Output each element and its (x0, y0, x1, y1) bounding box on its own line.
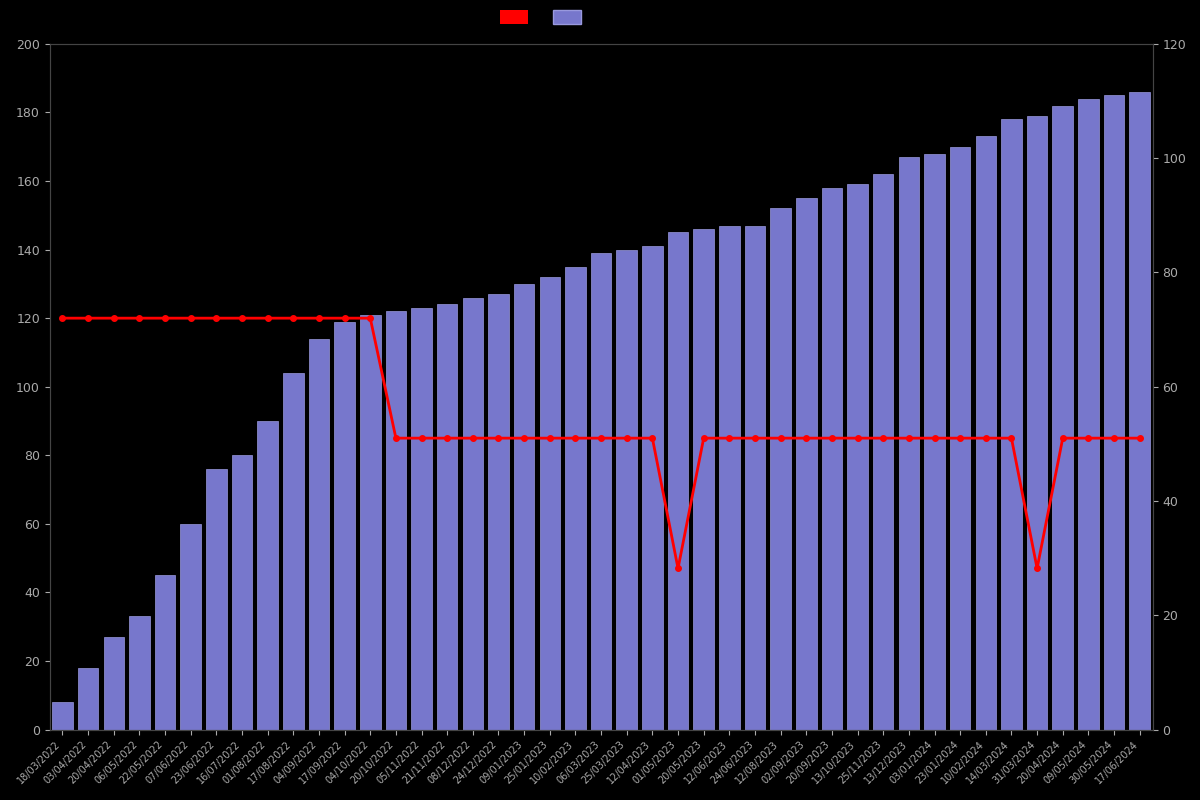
Bar (745, 226, 766, 730)
Bar (412, 308, 432, 730)
Bar (924, 154, 944, 730)
Bar (899, 157, 919, 730)
Bar (53, 702, 73, 730)
Bar (385, 311, 406, 730)
Bar (872, 174, 894, 730)
Bar (770, 209, 791, 730)
Bar (232, 455, 252, 730)
Bar (1001, 119, 1021, 730)
Bar (180, 524, 200, 730)
Bar (1027, 116, 1048, 730)
Bar (617, 250, 637, 730)
Bar (1129, 92, 1150, 730)
Bar (103, 637, 124, 730)
Bar (360, 314, 380, 730)
Bar (1104, 95, 1124, 730)
Bar (206, 469, 227, 730)
Bar (283, 373, 304, 730)
Bar (796, 198, 816, 730)
Bar (308, 338, 329, 730)
Bar (78, 668, 98, 730)
Bar (719, 226, 739, 730)
Legend: , : , (500, 10, 592, 25)
Bar (488, 294, 509, 730)
Bar (335, 322, 355, 730)
Bar (642, 246, 662, 730)
Bar (130, 617, 150, 730)
Bar (258, 421, 278, 730)
Bar (976, 137, 996, 730)
Bar (590, 253, 611, 730)
Bar (694, 229, 714, 730)
Bar (565, 266, 586, 730)
Bar (667, 233, 689, 730)
Bar (847, 185, 868, 730)
Bar (540, 277, 560, 730)
Bar (822, 188, 842, 730)
Bar (437, 305, 457, 730)
Bar (514, 284, 534, 730)
Bar (950, 146, 971, 730)
Bar (1078, 98, 1099, 730)
Bar (462, 298, 484, 730)
Bar (155, 575, 175, 730)
Bar (1052, 106, 1073, 730)
